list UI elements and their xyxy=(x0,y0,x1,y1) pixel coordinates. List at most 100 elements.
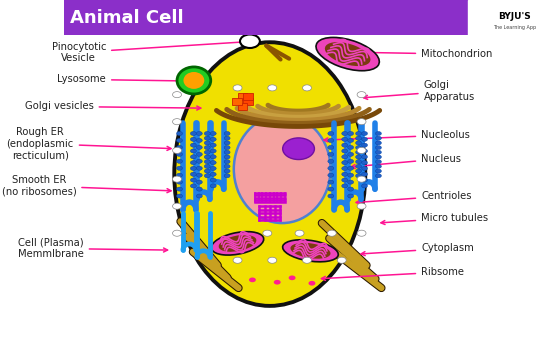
Circle shape xyxy=(204,131,210,136)
Circle shape xyxy=(342,178,348,182)
Circle shape xyxy=(375,174,381,178)
Ellipse shape xyxy=(184,72,204,89)
Circle shape xyxy=(348,187,353,191)
Circle shape xyxy=(176,173,183,177)
Circle shape xyxy=(375,160,381,164)
Ellipse shape xyxy=(316,38,379,71)
Circle shape xyxy=(197,159,202,163)
Circle shape xyxy=(190,184,197,188)
Circle shape xyxy=(375,131,381,136)
Text: Ribsome: Ribsome xyxy=(321,267,464,281)
Circle shape xyxy=(362,178,367,182)
Circle shape xyxy=(356,155,362,159)
Circle shape xyxy=(375,164,381,168)
Circle shape xyxy=(348,180,353,184)
Circle shape xyxy=(342,155,348,159)
Circle shape xyxy=(328,139,334,143)
Text: Smooth ER
(no ribosomes): Smooth ER (no ribosomes) xyxy=(2,175,171,197)
Circle shape xyxy=(356,150,362,154)
FancyBboxPatch shape xyxy=(244,98,254,105)
Circle shape xyxy=(176,145,183,149)
Circle shape xyxy=(224,155,230,159)
Circle shape xyxy=(268,85,277,91)
Circle shape xyxy=(204,150,210,154)
Circle shape xyxy=(224,164,230,168)
Ellipse shape xyxy=(177,67,211,94)
Circle shape xyxy=(348,152,353,156)
Circle shape xyxy=(190,178,197,182)
Circle shape xyxy=(204,141,210,145)
Circle shape xyxy=(328,145,334,149)
Circle shape xyxy=(197,194,202,198)
Circle shape xyxy=(357,147,366,153)
Circle shape xyxy=(190,149,197,153)
Text: Golgi vesicles: Golgi vesicles xyxy=(25,101,201,112)
Ellipse shape xyxy=(291,243,330,259)
Circle shape xyxy=(328,173,334,177)
Text: Golgi
Apparatus: Golgi Apparatus xyxy=(363,80,475,102)
Text: Animal Cell: Animal Cell xyxy=(70,8,184,27)
Circle shape xyxy=(210,131,216,136)
Text: The Learning App: The Learning App xyxy=(493,25,536,29)
Ellipse shape xyxy=(325,42,371,66)
Circle shape xyxy=(283,138,314,160)
Circle shape xyxy=(204,136,210,140)
Circle shape xyxy=(295,230,304,236)
Circle shape xyxy=(328,180,334,184)
Circle shape xyxy=(190,161,197,165)
Ellipse shape xyxy=(234,115,330,223)
Circle shape xyxy=(204,164,210,168)
Circle shape xyxy=(176,152,183,156)
Circle shape xyxy=(233,85,242,91)
Text: Nucleolus: Nucleolus xyxy=(324,130,470,142)
Circle shape xyxy=(342,137,348,141)
Circle shape xyxy=(357,203,366,209)
Circle shape xyxy=(356,131,362,136)
Circle shape xyxy=(362,161,367,165)
Circle shape xyxy=(288,275,296,280)
Circle shape xyxy=(357,230,366,236)
Circle shape xyxy=(233,257,242,263)
Circle shape xyxy=(176,187,183,191)
Circle shape xyxy=(176,180,183,184)
Circle shape xyxy=(210,184,216,188)
Text: Centrioles: Centrioles xyxy=(356,191,472,204)
Circle shape xyxy=(375,150,381,154)
Circle shape xyxy=(356,141,362,145)
Text: BYJU'S: BYJU'S xyxy=(498,12,531,21)
Ellipse shape xyxy=(283,240,338,262)
Circle shape xyxy=(224,160,230,164)
Circle shape xyxy=(224,169,230,173)
Circle shape xyxy=(342,166,348,170)
Circle shape xyxy=(362,131,367,136)
Circle shape xyxy=(356,164,362,168)
Circle shape xyxy=(204,146,210,150)
Circle shape xyxy=(362,149,367,153)
Circle shape xyxy=(210,155,216,159)
Circle shape xyxy=(204,169,210,173)
FancyBboxPatch shape xyxy=(237,93,248,100)
Circle shape xyxy=(375,146,381,150)
Circle shape xyxy=(348,166,353,170)
Circle shape xyxy=(348,131,353,136)
Circle shape xyxy=(197,131,202,136)
Circle shape xyxy=(357,92,366,98)
Circle shape xyxy=(342,143,348,147)
Circle shape xyxy=(176,166,183,170)
Circle shape xyxy=(190,143,197,147)
Circle shape xyxy=(172,230,181,236)
Circle shape xyxy=(328,152,334,156)
Circle shape xyxy=(210,161,216,165)
Circle shape xyxy=(328,230,336,236)
Circle shape xyxy=(302,85,311,91)
Ellipse shape xyxy=(211,232,264,255)
Circle shape xyxy=(356,136,362,140)
Circle shape xyxy=(357,176,366,182)
Circle shape xyxy=(356,146,362,150)
Circle shape xyxy=(337,257,346,263)
Circle shape xyxy=(328,131,334,136)
Text: Pinocytotic
Vesicle: Pinocytotic Vesicle xyxy=(52,40,250,63)
Circle shape xyxy=(348,145,353,149)
Circle shape xyxy=(190,172,197,176)
Circle shape xyxy=(224,136,230,140)
